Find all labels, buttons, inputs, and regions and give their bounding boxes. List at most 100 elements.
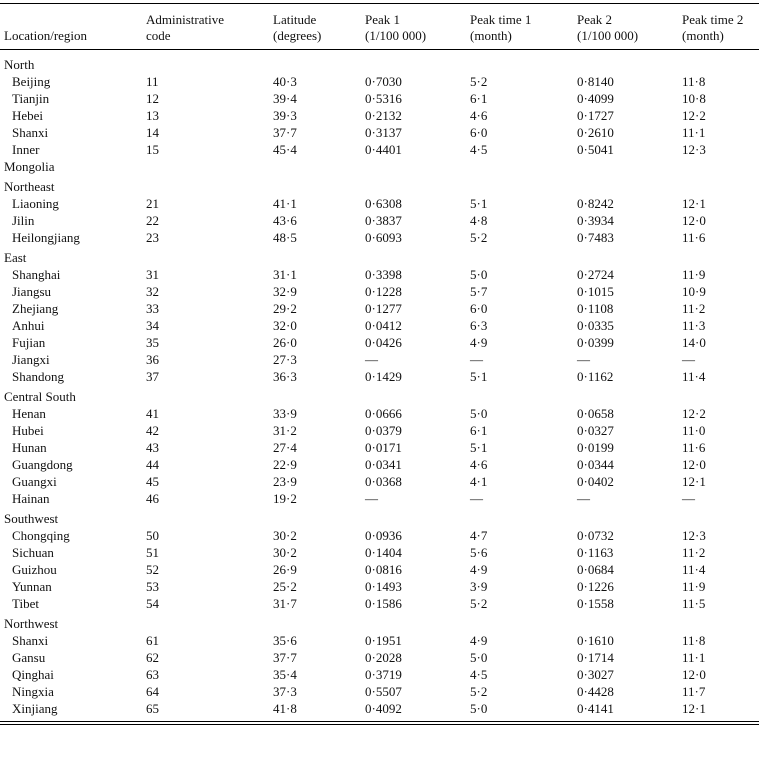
cell: Yunnan [0, 578, 146, 595]
cell: 0·7030 [365, 74, 402, 89]
header-cell: Location/region [0, 4, 146, 50]
cell: 25·2 [273, 579, 297, 594]
cell: 0·1163 [577, 545, 614, 560]
cell: 0·1951 [365, 633, 402, 648]
data-row: Shandong 37 36·3 0·1429 5·1 0·1162 11·4 [0, 368, 759, 385]
cell: 27·3 [273, 352, 297, 367]
group-name: Central South [4, 389, 76, 404]
cell: 0·0335 [577, 318, 614, 333]
cell: 30·2 [273, 545, 297, 560]
cell: 14·0 [682, 335, 706, 350]
cell: Shanxi [0, 124, 146, 141]
location-name: Shandong [12, 369, 64, 384]
location-name: Shanxi [12, 125, 49, 140]
cell: Liaoning [0, 195, 146, 212]
cell: 33 [146, 301, 159, 316]
cell: 10·8 [682, 91, 706, 106]
location-name: Fujian [12, 335, 46, 350]
cell: 19·2 [273, 491, 297, 506]
cell: Guangxi [0, 473, 146, 490]
cell: 0·1226 [577, 579, 614, 594]
cell: — [470, 352, 483, 367]
cell: 4·8 [470, 213, 488, 228]
cell: 4·5 [470, 142, 488, 157]
cell: 36 [146, 352, 159, 367]
cell: 0·7483 [577, 230, 614, 245]
header-cell: Peak 1 (1/100 000) [365, 4, 470, 50]
header-cell: Peak time 1 (month) [470, 4, 577, 50]
location-name: Liaoning [12, 196, 59, 211]
cell: 61 [146, 633, 159, 648]
data-row: Henan 41 33·9 0·0666 5·0 0·0658 12·2 [0, 405, 759, 422]
data-row: Hunan 43 27·4 0·0171 5·1 0·0199 11·6 [0, 439, 759, 456]
data-row: Liaoning 21 41·1 0·6308 5·1 0·8242 12·1 [0, 195, 759, 212]
cell: 0·0816 [365, 562, 402, 577]
cell: 0·5041 [577, 142, 614, 157]
cell: 12·2 [682, 108, 706, 123]
cell: 11·7 [682, 684, 706, 699]
cell: 0·0171 [365, 440, 402, 455]
cell: Shanxi [0, 632, 146, 649]
cell: Shanghai [0, 266, 146, 283]
cell: 11·9 [682, 267, 706, 282]
cell: 43 [146, 440, 159, 455]
cell: 5·1 [470, 440, 488, 455]
cell: 11·0 [682, 423, 706, 438]
cell: 12·1 [682, 196, 706, 211]
group-name: Northwest [4, 616, 59, 631]
cell: 6·3 [470, 318, 488, 333]
location-name: Jiangxi [12, 352, 50, 367]
cell: 62 [146, 650, 159, 665]
header-line: Administrative [146, 12, 224, 27]
header-line: (degrees) [273, 28, 322, 43]
cell: 35·6 [273, 633, 297, 648]
header-line: Peak 1 [365, 12, 401, 27]
cell: 0·1714 [577, 650, 614, 665]
data-row: Tibet 54 31·7 0·1586 5·2 0·1558 11·5 [0, 595, 759, 612]
cell: 0·2724 [577, 267, 614, 282]
cell: 4·6 [470, 457, 488, 472]
data-row: Jilin 22 43·6 0·3837 4·8 0·3934 12·0 [0, 212, 759, 229]
cell: 0·3398 [365, 267, 402, 282]
cell: 44 [146, 457, 159, 472]
cell: 31·2 [273, 423, 297, 438]
cell: 0·0658 [577, 406, 614, 421]
location-name: Beijing [12, 74, 51, 89]
cell: 0·4092 [365, 701, 402, 716]
data-row: Guizhou 52 26·9 0·0816 4·9 0·0684 11·4 [0, 561, 759, 578]
cell: 11·8 [682, 633, 706, 648]
cell: 0·5507 [365, 684, 402, 699]
data-row: Heilongjiang 23 48·5 0·6093 5·2 0·7483 11·6 [0, 229, 759, 246]
cell: 0·2610 [577, 125, 614, 140]
cell: 27·4 [273, 440, 297, 455]
cell: 0·0684 [577, 562, 614, 577]
cell: Hunan [0, 439, 146, 456]
cell: 45·4 [273, 142, 297, 157]
cell: 0·3719 [365, 667, 402, 682]
location-name: Henan [12, 406, 46, 421]
cell: 6·1 [470, 423, 488, 438]
cell: 11 [146, 74, 159, 89]
cell: Inner Mongolia [0, 141, 146, 175]
data-row: Inner Mongolia 15 45·4 0·4401 4·5 0·5041 12·3 [0, 141, 759, 175]
group-name: East [4, 250, 27, 265]
cell: 31·7 [273, 596, 297, 611]
cell: 23 [146, 230, 159, 245]
header-line: Peak time 1 [470, 12, 532, 27]
header-line: (month) [682, 28, 724, 43]
cell: 3·9 [470, 579, 488, 594]
group-name: North [4, 57, 35, 72]
cell: Tianjin [0, 90, 146, 107]
cell: 0·3837 [365, 213, 402, 228]
cell: 5·6 [470, 545, 488, 560]
cell: 11·1 [682, 650, 706, 665]
cell: 52 [146, 562, 159, 577]
data-row: Hubei 42 31·2 0·0379 6·1 0·0327 11·0 [0, 422, 759, 439]
cell: 22·9 [273, 457, 297, 472]
cell: 0·1558 [577, 596, 614, 611]
cell: 12·0 [682, 667, 706, 682]
cell: Hubei [0, 422, 146, 439]
group-row: Central South [0, 385, 759, 405]
header-line: (1/100 000) [577, 28, 639, 43]
cell: Sichuan [0, 544, 146, 561]
